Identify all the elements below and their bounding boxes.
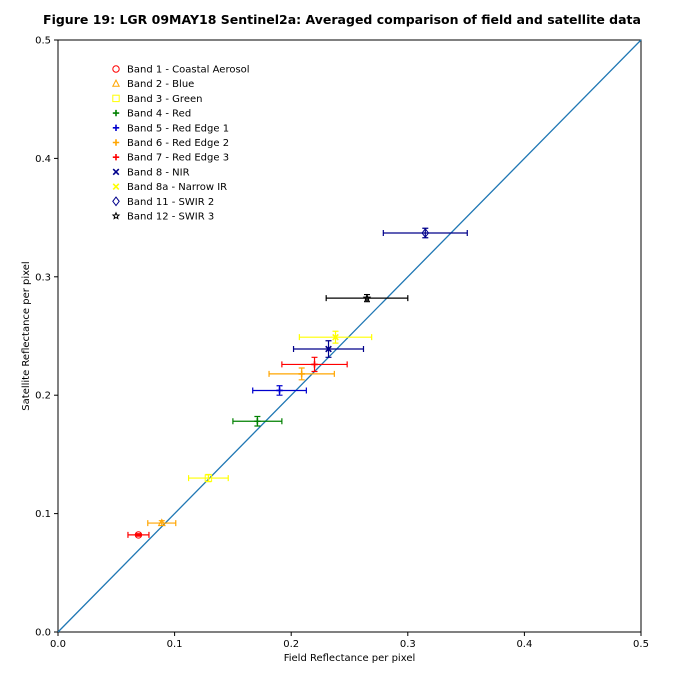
legend-label: Band 7 - Red Edge 3 — [127, 153, 229, 164]
legend-label: Band 11 - SWIR 2 — [127, 197, 214, 208]
legend-entry: Band 5 - Red Edge 1 — [112, 123, 229, 134]
legend-label: Band 8 - NIR — [127, 167, 190, 178]
data-point — [134, 531, 143, 539]
marker-layer — [134, 227, 430, 539]
error-bar — [147, 520, 177, 527]
legend: Band 1 - Coastal Aerosol Band 2 - Blue Ban… — [111, 65, 250, 223]
legend-marker — [112, 168, 120, 176]
legend-entry: Band 12 - SWIR 3 — [111, 211, 214, 223]
x-tick-label: 0.0 — [50, 639, 66, 650]
legend-label: Band 3 - Green — [127, 94, 202, 105]
data-point — [276, 387, 283, 394]
data-point — [204, 474, 213, 482]
x-tick-label: 0.3 — [400, 639, 416, 650]
legend-label: Band 2 - Blue — [127, 79, 194, 90]
legend-entry: Band 6 - Red Edge 2 — [112, 138, 229, 149]
legend-marker — [112, 124, 120, 131]
legend-label: Band 6 - Red Edge 2 — [127, 138, 229, 149]
legend-marker — [111, 211, 121, 220]
x-axis-label: Field Reflectance per pixel — [284, 653, 416, 664]
legend-label: Band 1 - Coastal Aerosol — [127, 65, 250, 76]
legend-marker — [112, 109, 120, 117]
legend-label: Band 12 - SWIR 3 — [127, 212, 214, 223]
y-tick-label: 0.5 — [35, 36, 51, 47]
x-tick-label: 0.1 — [167, 639, 183, 650]
legend-label: Band 4 - Red — [127, 109, 191, 120]
legend-marker — [111, 79, 121, 87]
one-to-one-line — [57, 39, 642, 633]
data-point — [332, 333, 339, 341]
chart-title: Figure 19: LGR 09MAY18 Sentinel2a: Avera… — [43, 12, 641, 27]
legend-entry: Band 8 - NIR — [112, 167, 190, 178]
legend-label: Band 8a - Narrow IR — [127, 182, 227, 193]
legend-entry: Band 11 - SWIR 2 — [112, 196, 214, 208]
legend-entry: Band 7 - Red Edge 3 — [112, 153, 229, 164]
y-tick-label: 0.3 — [35, 272, 51, 283]
x-tick-label: 0.5 — [633, 639, 649, 650]
data-point — [325, 345, 332, 353]
legend-marker — [112, 154, 120, 161]
data-point — [298, 370, 305, 378]
legend-entry: Band 1 - Coastal Aerosol — [112, 65, 250, 76]
legend-marker — [112, 183, 120, 190]
y-axis-label: Satellite Reflectance per pixel — [21, 261, 32, 410]
data-point — [421, 227, 430, 239]
data-point — [311, 361, 318, 368]
legend-entry: Band 8a - Narrow IR — [112, 182, 227, 193]
x-axis: 0.0 0.1 0.2 0.3 0.4 0.5 — [50, 632, 649, 650]
legend-marker — [112, 65, 120, 73]
error-bar — [382, 227, 468, 239]
data-point — [254, 418, 261, 425]
legend-marker — [112, 94, 120, 103]
x-tick-label: 0.2 — [283, 639, 299, 650]
legend-label: Band 5 - Red Edge 1 — [127, 123, 229, 134]
y-tick-label: 0.1 — [35, 509, 51, 520]
error-bar — [325, 293, 409, 303]
legend-entry: Band 4 - Red — [112, 109, 191, 120]
y-tick-label: 0.4 — [35, 154, 51, 165]
y-axis: 0.0 0.1 0.2 0.3 0.4 0.5 — [35, 36, 58, 639]
y-tick-label: 0.0 — [35, 628, 51, 639]
legend-marker — [112, 139, 120, 146]
data-point — [362, 293, 372, 302]
error-bar — [127, 531, 150, 538]
error-bar — [187, 473, 229, 483]
legend-entry: Band 2 - Blue — [111, 79, 194, 90]
legend-marker — [112, 196, 120, 207]
y-tick-label: 0.2 — [35, 391, 51, 402]
x-tick-label: 0.4 — [516, 639, 532, 650]
reference-line-layer — [57, 39, 642, 633]
data-point — [157, 518, 166, 527]
legend-entry: Band 3 - Green — [112, 94, 202, 105]
